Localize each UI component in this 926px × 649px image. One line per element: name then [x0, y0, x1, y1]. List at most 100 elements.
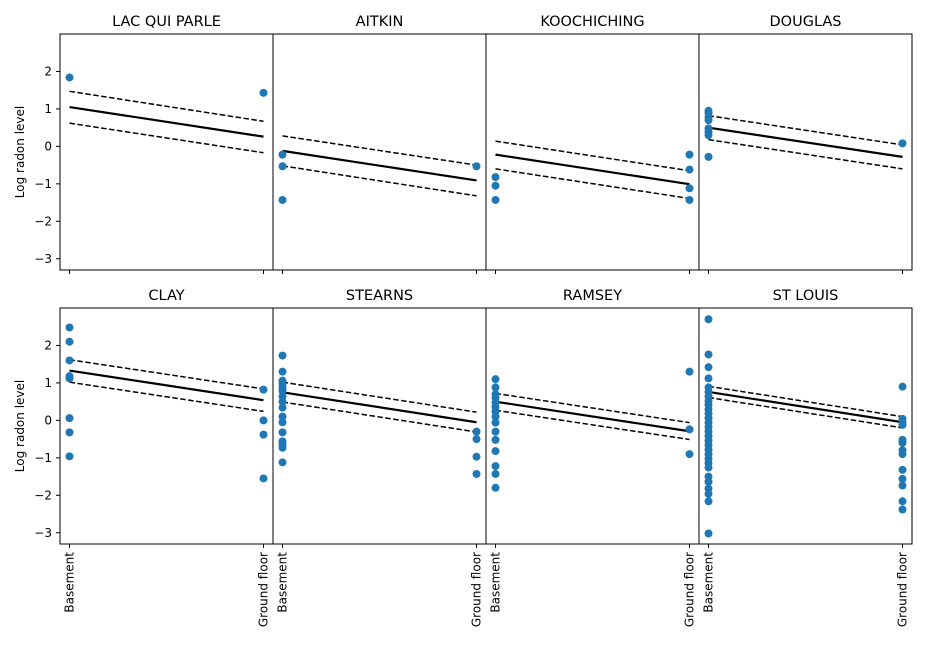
- data-point: [491, 462, 500, 471]
- y-tick-label: 2: [44, 64, 52, 78]
- y-tick-label: −2: [34, 488, 52, 502]
- data-point: [472, 469, 481, 478]
- lower-bound-line: [708, 396, 903, 429]
- data-point: [898, 474, 907, 483]
- y-tick-label: 0: [44, 139, 52, 153]
- data-point: [65, 356, 74, 365]
- y-axis-label: Log radon level: [13, 106, 27, 198]
- panel-frame: [59, 33, 274, 271]
- data-point: [491, 195, 500, 204]
- data-point: [472, 162, 481, 171]
- data-point: [65, 73, 74, 82]
- data-point: [704, 350, 713, 359]
- data-point: [491, 181, 500, 190]
- data-point: [472, 435, 481, 444]
- data-point: [65, 374, 74, 383]
- data-point: [491, 469, 500, 478]
- panel-title: STEARNS: [346, 288, 413, 304]
- panel-frame: [698, 307, 913, 545]
- data-point: [898, 420, 907, 429]
- panel-koochiching: KOOCHICHING: [485, 14, 700, 274]
- data-point: [898, 481, 907, 490]
- data-point: [278, 386, 287, 395]
- data-point: [278, 162, 287, 171]
- data-point: [278, 428, 287, 437]
- panel-douglas: DOUGLAS: [698, 14, 913, 274]
- lower-bound-line: [495, 409, 690, 441]
- upper-bound-line: [69, 90, 264, 123]
- x-tick-label: Ground floor: [896, 552, 910, 627]
- y-tick-label: −1: [34, 177, 52, 191]
- upper-bound-line: [282, 135, 477, 166]
- panel-ramsey: RAMSEY Basement Ground floor: [485, 288, 700, 627]
- panel-title: DOUGLAS: [770, 14, 842, 30]
- data-point: [704, 497, 713, 506]
- y-tick-label: 0: [44, 413, 52, 427]
- data-point: [685, 195, 694, 204]
- panel-lac-qui-parle: LAC QUI PARLE −3 −2 −1 0 1 2 Log radon level: [13, 14, 274, 274]
- y-tick-label: −1: [34, 451, 52, 465]
- panel-title: RAMSEY: [563, 288, 622, 304]
- mean-line: [69, 105, 264, 138]
- data-point: [278, 195, 287, 204]
- upper-bound-line: [708, 385, 903, 418]
- data-point: [898, 497, 907, 506]
- data-point: [259, 88, 268, 97]
- y-tick-label: −3: [34, 252, 52, 266]
- lower-bound-line: [69, 381, 264, 413]
- data-point: [491, 447, 500, 456]
- data-point: [278, 397, 287, 406]
- data-point: [898, 382, 907, 391]
- data-point: [704, 315, 713, 324]
- lower-bound-line: [282, 401, 477, 433]
- mean-line: [495, 153, 690, 186]
- data-point: [65, 452, 74, 461]
- data-point: [472, 427, 481, 436]
- data-point: [898, 505, 907, 514]
- data-point: [491, 418, 500, 427]
- x-tick-label: Basement: [489, 552, 503, 613]
- x-tick-label: Ground floor: [257, 552, 271, 627]
- y-tick-label: 2: [44, 338, 52, 352]
- data-point: [685, 165, 694, 174]
- panel-clay: CLAY Basement Ground floor −3 −2 −1 0 1 2 Log rad…: [13, 288, 274, 627]
- data-point: [685, 367, 694, 376]
- upper-bound-line: [495, 140, 690, 172]
- panel-frame: [59, 307, 274, 545]
- lower-bound-line: [69, 122, 264, 154]
- data-point: [704, 529, 713, 538]
- data-point: [278, 458, 287, 467]
- data-point: [278, 403, 287, 412]
- panel-frame: [272, 307, 487, 545]
- panel-title: CLAY: [148, 288, 184, 304]
- mean-line: [495, 400, 690, 433]
- x-tick-label: Ground floor: [683, 552, 697, 627]
- data-point: [704, 152, 713, 161]
- data-point: [491, 383, 500, 392]
- data-point: [259, 416, 268, 425]
- panel-title: AITKIN: [356, 14, 404, 30]
- data-point: [898, 139, 907, 148]
- panel-frame: [698, 33, 913, 271]
- data-point: [259, 385, 268, 394]
- data-point: [491, 412, 500, 421]
- upper-bound-line: [282, 381, 477, 413]
- data-point: [278, 150, 287, 159]
- panel-title: ST LOUIS: [773, 288, 839, 304]
- lower-bound-line: [495, 168, 690, 200]
- lower-bound-line: [282, 165, 477, 197]
- data-point: [65, 337, 74, 346]
- data-point: [259, 430, 268, 439]
- data-point: [65, 414, 74, 423]
- y-tick-label: −2: [34, 214, 52, 228]
- mean-line: [282, 391, 477, 424]
- y-tick-label: −3: [34, 526, 52, 540]
- x-tick-label: Basement: [63, 552, 77, 613]
- data-point: [278, 443, 287, 452]
- panel-frame: [485, 33, 700, 271]
- panel-stearns: STEARNS Basement Ground floor: [272, 288, 487, 627]
- panel-aitkin: AITKIN: [272, 14, 487, 274]
- data-point: [898, 450, 907, 459]
- data-point: [278, 367, 287, 376]
